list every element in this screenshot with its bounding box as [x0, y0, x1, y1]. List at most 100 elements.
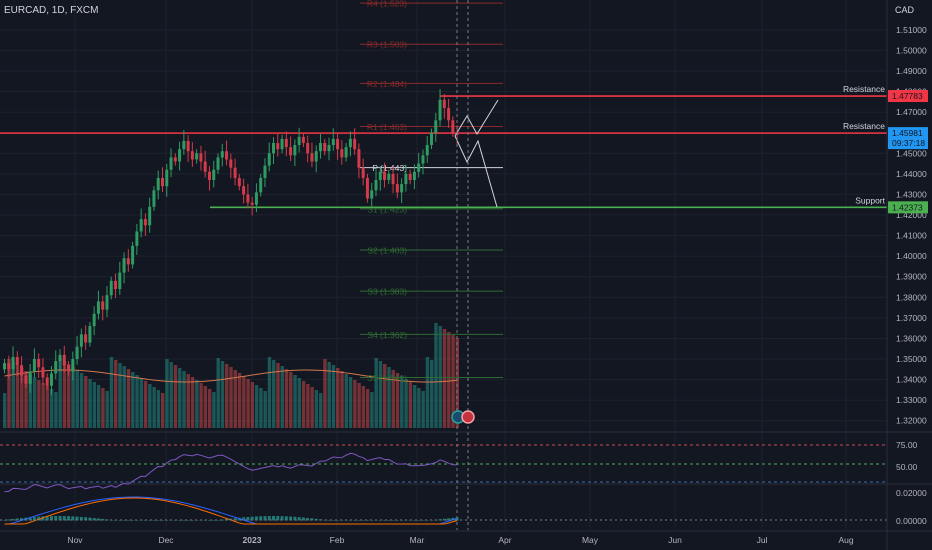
- candle-body: [148, 206, 152, 226]
- macd-histogram-bar: [11, 519, 15, 521]
- candle-body: [71, 359, 75, 372]
- volume-bar: [297, 378, 302, 428]
- time-axis[interactable]: Nov Dec 2023 Feb Mar Apr May Jun Jul Aug: [67, 535, 853, 545]
- macd-histogram-bar: [152, 520, 156, 521]
- candle-body: [101, 301, 105, 310]
- candle-body: [340, 149, 344, 158]
- time-label: Jun: [668, 535, 682, 545]
- candle-body: [139, 219, 143, 232]
- candle-body: [237, 177, 241, 187]
- volume-bar: [387, 367, 391, 428]
- volume-bar: [178, 368, 182, 428]
- volume-bar: [79, 373, 84, 428]
- candle-body: [207, 171, 211, 181]
- macd-histogram-bar: [310, 518, 314, 521]
- price-tick-label: 1.50000: [896, 45, 927, 55]
- volume-bar: [254, 385, 259, 428]
- volume-bar: [353, 380, 357, 428]
- candle-body: [24, 375, 28, 384]
- candle-body: [348, 138, 352, 148]
- candle-body: [370, 190, 374, 199]
- macd-histogram-bar: [182, 520, 186, 521]
- horizontal-lines[interactable]: Resistance Resistance Support: [0, 84, 887, 209]
- macd-histogram-bar: [331, 520, 335, 521]
- candle-body: [152, 190, 156, 207]
- candle-body: [122, 258, 126, 273]
- candle-body: [310, 153, 314, 162]
- macd-histogram-bar: [54, 516, 58, 521]
- price-badge-text-resistance_top: 1.47783: [892, 91, 923, 101]
- pivot-label: S4 (1.362): [367, 330, 407, 340]
- volume-bar: [58, 358, 62, 428]
- volume-bar: [280, 366, 284, 428]
- candle-body: [41, 367, 45, 378]
- volume-bar: [340, 371, 344, 428]
- macd-histogram-bar: [297, 517, 301, 521]
- projection-zigzag: [451, 0, 499, 530]
- candle-body: [246, 194, 250, 203]
- macd-histogram-bar: [7, 519, 11, 521]
- volume-bar: [54, 392, 58, 428]
- volume-bar: [318, 393, 323, 428]
- price-tick-label: 1.41000: [896, 231, 927, 241]
- volume-bar: [370, 392, 374, 428]
- time-label: Apr: [498, 535, 511, 545]
- candle-body: [314, 151, 318, 162]
- macd-tick-label: 0.00000: [896, 516, 927, 526]
- candle-body: [79, 334, 83, 347]
- candle-body: [84, 334, 88, 343]
- pivot-label: S2 (1.403): [367, 245, 407, 255]
- macd-histogram-bar: [365, 520, 369, 521]
- price-axis[interactable]: 1.510001.500001.490001.480001.470001.460…: [886, 0, 928, 550]
- volume-bar: [37, 380, 41, 428]
- macd-histogram-bar: [451, 517, 455, 521]
- price-tick-label: 1.34000: [896, 375, 927, 385]
- candle-body: [49, 373, 53, 386]
- pivot-label: R4 (1.523): [367, 0, 407, 9]
- candle-body: [109, 280, 113, 296]
- volume-bar: [395, 373, 400, 428]
- candle-body: [131, 245, 135, 265]
- price-tick-label: 1.49000: [896, 66, 927, 76]
- macd-histogram-bar: [425, 520, 429, 521]
- volume-bar: [344, 374, 348, 428]
- candle-body: [182, 140, 186, 150]
- currency-label: CAD: [895, 5, 915, 15]
- volume-bar: [96, 385, 101, 428]
- candle-body: [212, 169, 216, 181]
- time-label: Aug: [838, 535, 853, 545]
- candle-body: [293, 145, 297, 156]
- candle-body: [126, 258, 130, 265]
- candle-body: [323, 142, 327, 152]
- candle-body: [92, 313, 96, 327]
- volume-bar: [233, 370, 237, 428]
- volume-bar: [442, 329, 447, 428]
- volume-bar: [259, 388, 263, 428]
- macd-histogram-bar: [101, 518, 105, 521]
- volume-bar: [284, 369, 289, 428]
- hline-label-resistance_mid: Resistance: [843, 121, 885, 131]
- macd-histogram-bar: [67, 516, 71, 521]
- candle-body: [242, 186, 246, 195]
- rsi-tick-label: 75.00: [896, 440, 918, 450]
- candle-body: [160, 177, 164, 187]
- volume-bar: [438, 326, 442, 428]
- macd-histogram-bar: [92, 518, 96, 521]
- candle-body: [3, 363, 6, 370]
- volume-bar: [49, 389, 54, 428]
- volume-bar: [45, 386, 50, 428]
- volume-bar: [408, 382, 413, 428]
- candle-body: [430, 132, 433, 146]
- volume-bar: [143, 381, 148, 428]
- volume-bar: [301, 381, 306, 428]
- candle-body: [408, 173, 412, 181]
- pivot-levels: R4 (1.523) R3 (1.503) R2 (1.484) R1 (1.463)…: [360, 0, 503, 383]
- symbol-title[interactable]: EURCAD, 1D, FXCM: [4, 5, 99, 16]
- volume-bars: [3, 323, 460, 428]
- time-label: Dec: [158, 535, 174, 545]
- macd-histogram-bar: [15, 518, 19, 521]
- macd-histogram-bar: [122, 520, 126, 521]
- candle-body: [284, 138, 288, 148]
- candle-body: [276, 142, 280, 150]
